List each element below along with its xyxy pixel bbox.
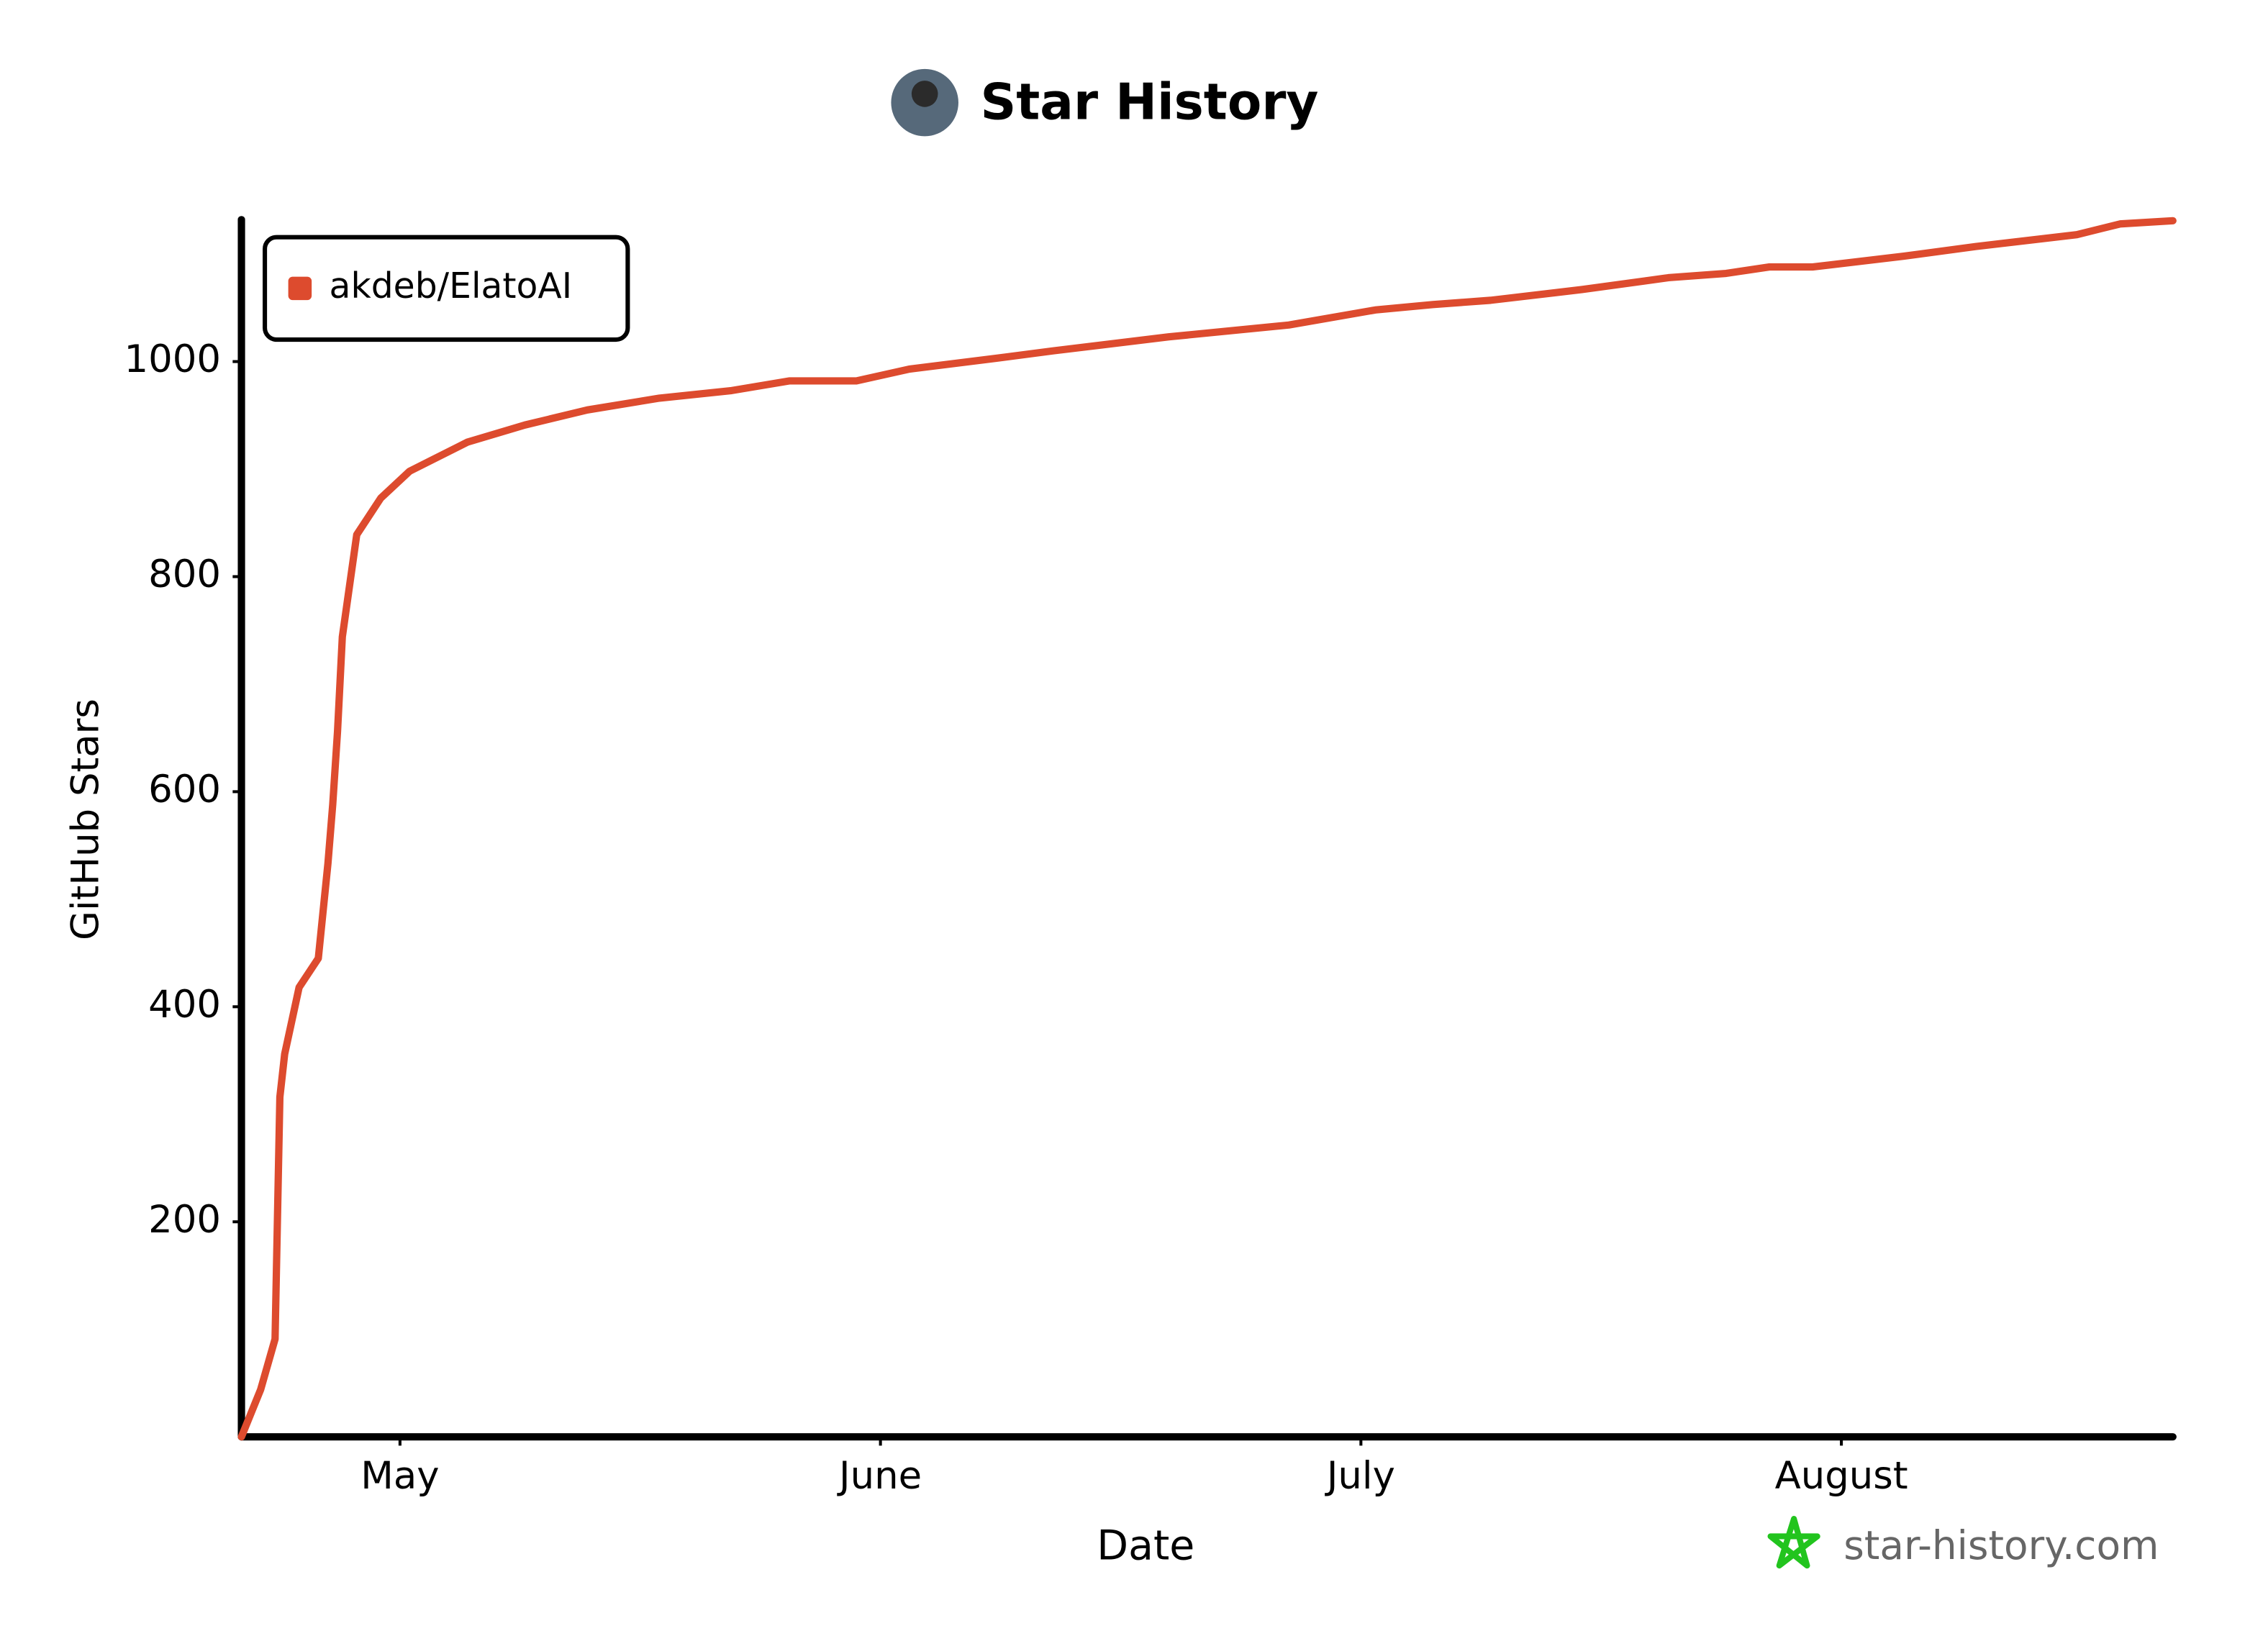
y-tick-label: 800 xyxy=(148,553,221,596)
y-tick-label: 400 xyxy=(148,983,221,1027)
x-axis-label: Date xyxy=(1097,1522,1194,1569)
line xyxy=(237,217,2177,1441)
watermark-text: star-history.com xyxy=(1843,1522,2159,1568)
avatar-detail xyxy=(911,81,938,107)
watermark-icon xyxy=(1767,1516,1820,1569)
x-tick-label: May xyxy=(360,1454,439,1498)
y-tick-label: 1000 xyxy=(124,337,222,381)
y-tick-label: 200 xyxy=(148,1198,221,1242)
x-tick-label: June xyxy=(837,1454,922,1498)
x-tick-label: July xyxy=(1325,1454,1395,1498)
y-tick-label: 600 xyxy=(148,768,221,812)
legend-label: akdeb/ElatoAI xyxy=(330,265,573,306)
y-axis-label: GitHub Stars xyxy=(64,699,108,940)
chart-title: Star History xyxy=(980,74,1318,132)
watermark: star-history.com xyxy=(1767,1516,2159,1569)
x-tick-label: August xyxy=(1775,1454,1908,1498)
legend-swatch xyxy=(288,276,312,301)
legend-box xyxy=(263,235,630,342)
